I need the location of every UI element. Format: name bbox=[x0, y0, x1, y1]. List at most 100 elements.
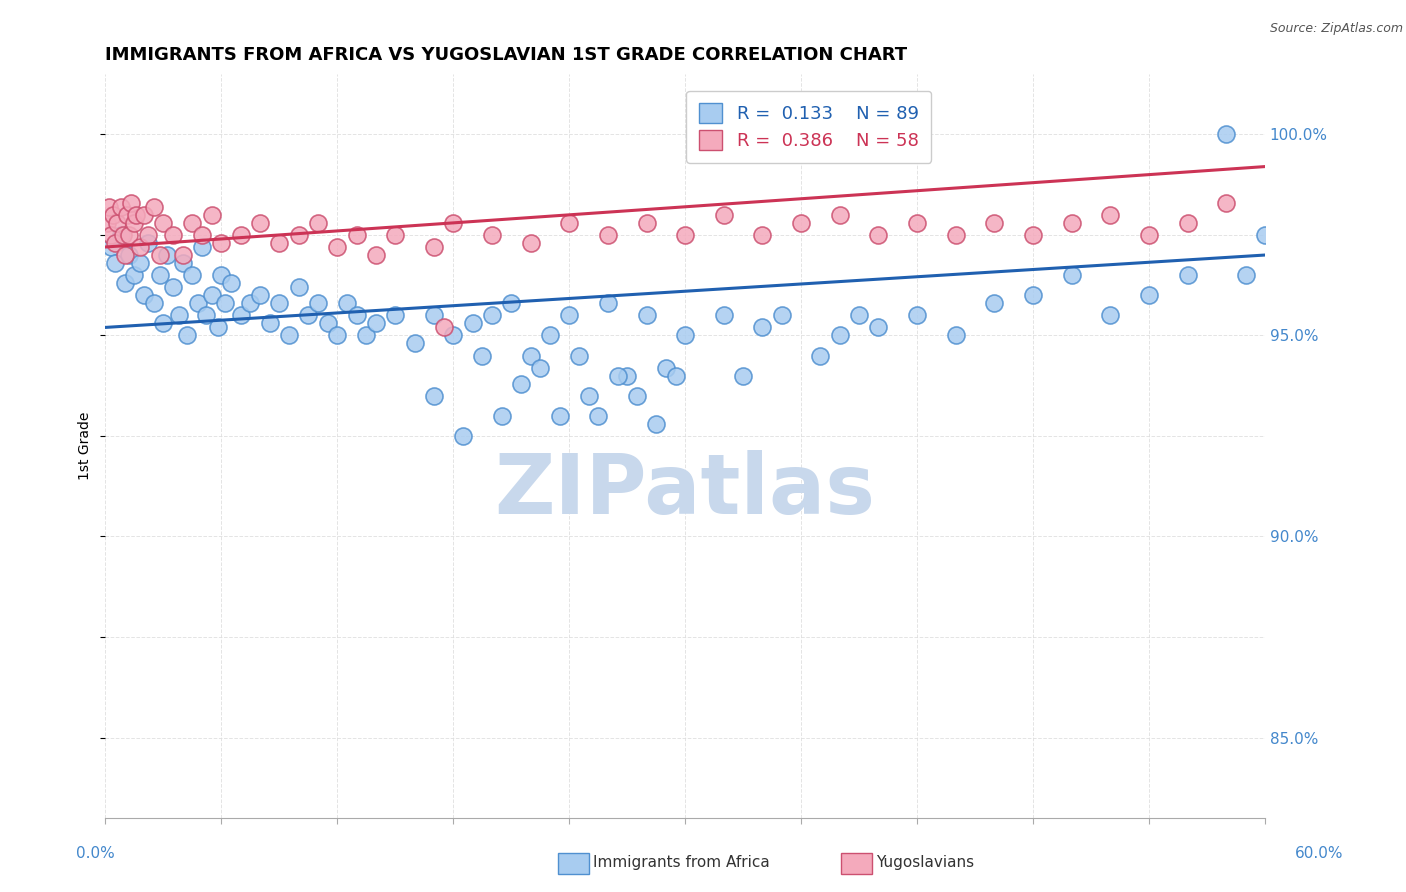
Point bbox=[307, 296, 329, 310]
Point bbox=[501, 296, 523, 310]
Point bbox=[326, 240, 349, 254]
Point bbox=[181, 216, 204, 230]
Point bbox=[287, 280, 309, 294]
Point bbox=[945, 227, 967, 242]
Point bbox=[104, 235, 127, 250]
Point bbox=[132, 288, 155, 302]
Point bbox=[384, 227, 406, 242]
Point bbox=[905, 309, 928, 323]
Point bbox=[249, 288, 271, 302]
Point bbox=[162, 227, 184, 242]
Point bbox=[114, 248, 136, 262]
Point bbox=[848, 309, 870, 323]
Point bbox=[124, 216, 146, 230]
Point bbox=[124, 268, 146, 282]
Point bbox=[364, 248, 387, 262]
Point bbox=[616, 368, 638, 383]
Text: ZIPatlas: ZIPatlas bbox=[495, 450, 876, 531]
Point bbox=[110, 227, 132, 242]
Point bbox=[491, 409, 513, 423]
Point bbox=[162, 280, 184, 294]
Text: Immigrants from Africa: Immigrants from Africa bbox=[593, 855, 770, 870]
Point bbox=[201, 288, 224, 302]
Text: Yugoslavians: Yugoslavians bbox=[876, 855, 974, 870]
Point bbox=[110, 200, 132, 214]
Point bbox=[655, 360, 678, 375]
Point bbox=[219, 276, 242, 290]
Point bbox=[1060, 268, 1083, 282]
Point bbox=[423, 309, 446, 323]
Point bbox=[201, 208, 224, 222]
Point bbox=[770, 309, 793, 323]
Point bbox=[1215, 128, 1237, 142]
Point bbox=[297, 309, 319, 323]
Point bbox=[100, 240, 122, 254]
Point bbox=[1234, 268, 1257, 282]
Point bbox=[441, 216, 464, 230]
Point bbox=[269, 296, 291, 310]
Point bbox=[191, 227, 214, 242]
Text: IMMIGRANTS FROM AFRICA VS YUGOSLAVIAN 1ST GRADE CORRELATION CHART: IMMIGRANTS FROM AFRICA VS YUGOSLAVIAN 1S… bbox=[105, 46, 908, 64]
Point bbox=[645, 417, 668, 431]
Point bbox=[471, 349, 494, 363]
Point bbox=[191, 240, 214, 254]
Point bbox=[519, 235, 541, 250]
Point bbox=[181, 268, 204, 282]
Point bbox=[209, 235, 232, 250]
Point bbox=[156, 248, 179, 262]
Point bbox=[1254, 227, 1277, 242]
Point bbox=[136, 227, 159, 242]
Point bbox=[983, 216, 1005, 230]
Point bbox=[945, 328, 967, 343]
Point bbox=[1137, 227, 1160, 242]
Point bbox=[278, 328, 301, 343]
Point bbox=[519, 349, 541, 363]
Point bbox=[259, 317, 281, 331]
Point bbox=[98, 200, 121, 214]
Point bbox=[249, 216, 271, 230]
Point bbox=[100, 227, 122, 242]
Point bbox=[664, 368, 686, 383]
Point bbox=[596, 227, 619, 242]
Point bbox=[1099, 309, 1122, 323]
Point bbox=[423, 240, 446, 254]
Point bbox=[96, 216, 118, 230]
Point bbox=[558, 309, 581, 323]
Point bbox=[481, 227, 503, 242]
Point bbox=[1060, 216, 1083, 230]
Point bbox=[529, 360, 551, 375]
Point bbox=[404, 336, 426, 351]
Point bbox=[586, 409, 609, 423]
Point bbox=[115, 208, 138, 222]
Point bbox=[105, 216, 128, 230]
Point bbox=[1215, 195, 1237, 210]
Point bbox=[129, 256, 152, 270]
Point bbox=[148, 268, 170, 282]
Point bbox=[481, 309, 503, 323]
Text: Source: ZipAtlas.com: Source: ZipAtlas.com bbox=[1270, 22, 1403, 36]
Point bbox=[209, 268, 232, 282]
Legend: R =  0.133    N = 89, R =  0.386    N = 58: R = 0.133 N = 89, R = 0.386 N = 58 bbox=[686, 91, 931, 163]
Point bbox=[441, 328, 464, 343]
Point bbox=[111, 227, 134, 242]
Point bbox=[578, 389, 600, 403]
Point bbox=[636, 216, 658, 230]
Text: 0.0%: 0.0% bbox=[76, 847, 115, 861]
Point bbox=[868, 320, 890, 334]
Point bbox=[568, 349, 591, 363]
Text: 60.0%: 60.0% bbox=[1295, 847, 1343, 861]
Point bbox=[103, 208, 125, 222]
Point bbox=[790, 216, 813, 230]
Point bbox=[269, 235, 291, 250]
Point bbox=[423, 389, 446, 403]
Point bbox=[1099, 208, 1122, 222]
Point bbox=[176, 328, 198, 343]
Point bbox=[167, 309, 190, 323]
Point bbox=[118, 248, 141, 262]
Point bbox=[129, 240, 152, 254]
Point bbox=[1177, 268, 1199, 282]
Point bbox=[142, 200, 165, 214]
Point bbox=[114, 276, 136, 290]
Point bbox=[451, 429, 474, 443]
Point bbox=[187, 296, 209, 310]
